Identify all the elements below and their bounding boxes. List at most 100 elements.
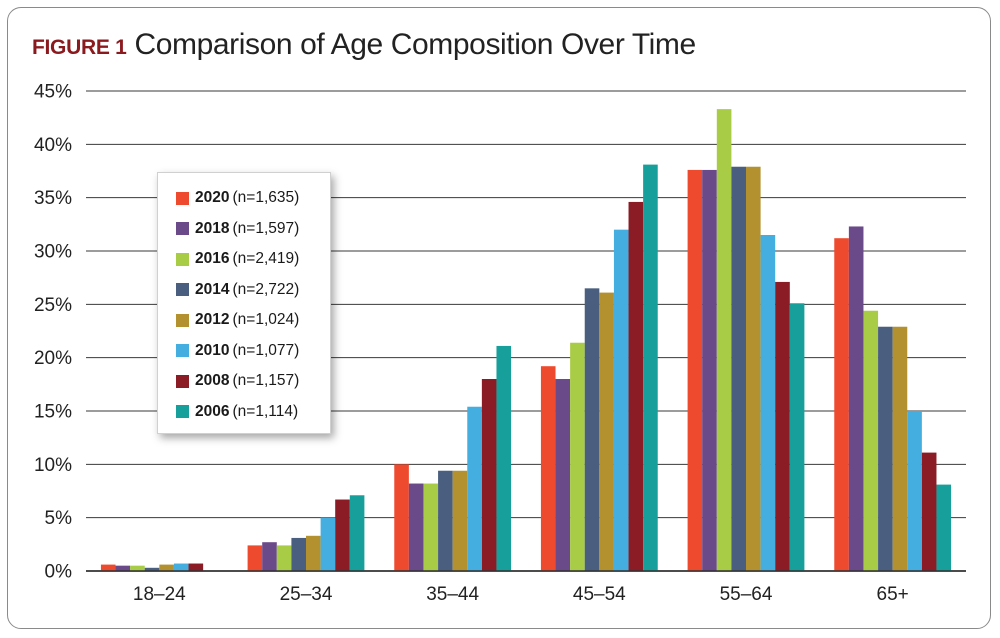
y-tick-label: 45% [34, 82, 72, 103]
bar-2018-2 [408, 483, 424, 571]
legend-year: 2010 [195, 341, 230, 359]
bar-2016-3 [570, 342, 585, 571]
x-tick-label: 45–54 [573, 584, 626, 605]
bar-2020-2 [394, 464, 409, 571]
bar-2014-0 [144, 567, 160, 571]
bar-2020-5 [834, 238, 849, 571]
bar-2016-1 [276, 545, 292, 571]
bar-2006-1 [349, 495, 365, 571]
y-tick-label: 0% [45, 562, 73, 583]
bar-2012-3 [599, 292, 614, 571]
legend-swatch [176, 374, 189, 388]
bar-2010-3 [613, 229, 629, 571]
y-tick-label: 30% [34, 242, 72, 263]
y-tick-label: 25% [34, 295, 72, 316]
bar-2010-4 [760, 235, 776, 571]
bar-2006-4 [789, 303, 805, 571]
bar-2008-4 [775, 281, 790, 571]
legend-year: 2014 [195, 280, 230, 298]
legend-item: 2014 (n=2,722) [158, 275, 330, 306]
bar-2012-2 [452, 470, 468, 571]
bar-2006-2 [496, 345, 512, 571]
bar-2012-4 [746, 166, 761, 571]
bar-2010-5 [907, 411, 922, 571]
bar-2010-2 [467, 406, 482, 571]
y-tick-label: 40% [34, 135, 72, 156]
legend-year: 2008 [195, 372, 230, 390]
chart-legend: 2020 (n=1,635) 2018 (n=1,597) 2016 (n=2,419) 2… [157, 172, 331, 434]
bar-2008-5 [921, 452, 937, 571]
bar-2014-5 [878, 326, 893, 571]
bar-2010-0 [173, 563, 189, 571]
legend-swatch [176, 252, 189, 266]
legend-item: 2018 (n=1,597) [158, 214, 330, 245]
legend-year: 2020 [195, 189, 230, 207]
bar-2014-4 [731, 166, 746, 571]
bar-2008-0 [188, 563, 204, 571]
legend-count: (n=1,635) [232, 189, 300, 207]
bar-2008-2 [481, 379, 497, 571]
x-tick-label: 35–44 [426, 584, 479, 605]
legend-year: 2018 [195, 219, 230, 237]
bar-2016-5 [863, 310, 879, 571]
bar-2020-1 [247, 545, 263, 571]
legend-count: (n=2,419) [232, 250, 300, 268]
bar-2006-3 [643, 164, 658, 571]
y-tick-label: 35% [34, 188, 72, 209]
x-tick-label: 25–34 [280, 584, 333, 605]
bar-2014-3 [584, 288, 600, 571]
legend-item: 2020 (n=1,635) [158, 183, 330, 214]
bar-2018-4 [702, 169, 717, 571]
bar-2008-1 [335, 499, 350, 571]
bar-2010-1 [320, 517, 336, 571]
x-tick-label: 65+ [877, 584, 909, 605]
bar-2020-0 [100, 564, 116, 571]
chart-title: FIGURE 1 Comparison of Age Composition Ov… [32, 28, 696, 62]
legend-swatch [176, 191, 189, 205]
bar-2012-0 [159, 564, 174, 571]
bar-2016-4 [716, 109, 732, 571]
bar-2014-2 [438, 470, 453, 571]
legend-swatch [176, 283, 189, 297]
bar-2006-5 [936, 484, 952, 571]
bar-2020-4 [687, 169, 703, 571]
bar-2014-1 [291, 537, 306, 571]
legend-count: (n=1,597) [232, 219, 300, 237]
y-tick-label: 10% [34, 455, 72, 476]
y-tick-label: 5% [45, 508, 73, 529]
legend-swatch [176, 222, 189, 236]
bar-2016-2 [423, 483, 439, 571]
legend-item: 2010 (n=1,077) [158, 336, 330, 367]
legend-year: 2012 [195, 311, 230, 329]
legend-item: 2012 (n=1,024) [158, 305, 330, 336]
figure-label: FIGURE 1 [32, 36, 127, 59]
legend-count: (n=1,077) [232, 341, 300, 359]
legend-count: (n=2,722) [232, 280, 300, 298]
y-tick-label: 15% [34, 402, 72, 423]
legend-year: 2006 [195, 402, 230, 420]
bar-2008-3 [628, 201, 644, 571]
legend-count: (n=1,114) [232, 402, 299, 420]
x-tick-label: 18–24 [133, 584, 186, 605]
bar-2020-3 [540, 366, 556, 571]
legend-count: (n=1,157) [232, 372, 300, 390]
bar-2012-1 [306, 535, 321, 571]
bar-2018-3 [555, 379, 571, 571]
figure-title: Comparison of Age Composition Over Time [134, 28, 696, 61]
bar-2016-0 [130, 565, 145, 571]
bar-2018-0 [115, 565, 131, 571]
legend-item: 2006 (n=1,114) [158, 397, 330, 428]
legend-item: 2008 (n=1,157) [158, 366, 330, 397]
legend-swatch [176, 405, 189, 419]
y-tick-label: 20% [34, 348, 72, 369]
bar-2018-5 [848, 226, 864, 571]
bar-2012-5 [892, 326, 908, 571]
legend-swatch [176, 344, 189, 358]
x-tick-label: 55–64 [720, 584, 773, 605]
legend-item: 2016 (n=2,419) [158, 244, 330, 275]
legend-count: (n=1,024) [232, 311, 300, 329]
legend-year: 2016 [195, 250, 230, 268]
legend-swatch [176, 313, 189, 327]
bar-2018-1 [262, 542, 277, 571]
